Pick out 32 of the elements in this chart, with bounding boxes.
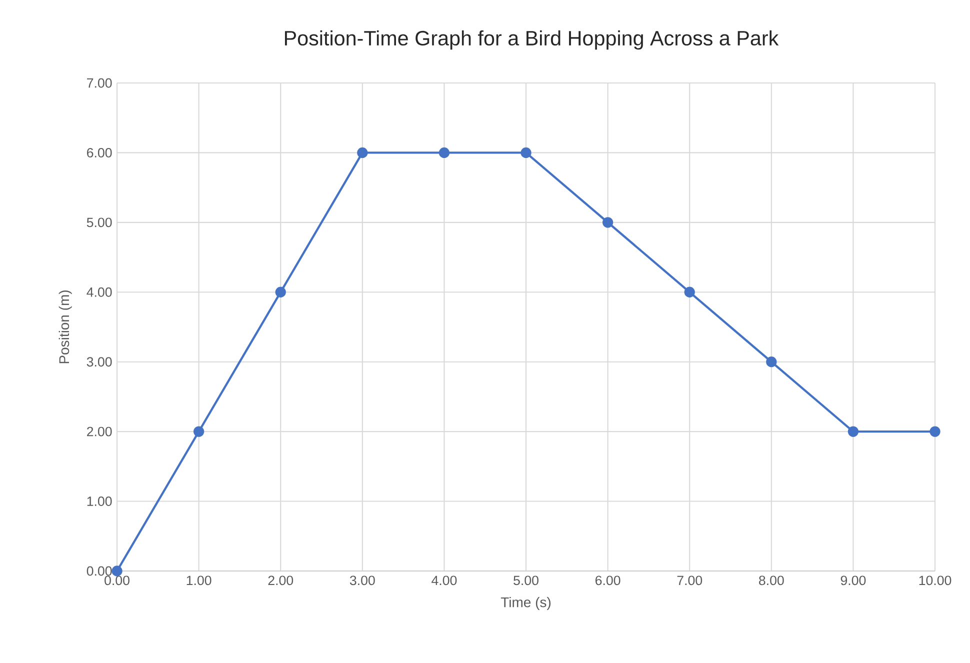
x-axis-title: Time (s)	[500, 596, 551, 610]
point	[275, 286, 286, 298]
point	[602, 217, 614, 228]
point	[357, 147, 368, 158]
point	[520, 147, 532, 158]
chart-title: Position-Time Graph for a Bird Hopping Across a Park	[284, 30, 779, 50]
y-tick-label: 0.00	[86, 566, 112, 576]
point	[684, 286, 695, 298]
x-tick-label: 2.00	[268, 576, 294, 586]
x-tick-label: 6.00	[596, 576, 620, 586]
x-tick-label: 4.00	[432, 576, 457, 586]
y-tick-label: 2.00	[87, 426, 112, 436]
y-axis-title: Position (m)	[58, 290, 72, 364]
x-tick-label: 0.00	[104, 576, 130, 586]
x-tick-label: 3.00	[350, 576, 375, 586]
x-tick-label: 10.00	[919, 576, 952, 586]
point	[193, 426, 204, 437]
x-tick-label: 5.00	[514, 576, 538, 586]
point	[766, 356, 777, 368]
point	[438, 147, 450, 158]
y-tick-label: 4.00	[86, 287, 112, 297]
x-tick-label: 1.00	[186, 576, 212, 586]
y-tick-label: 6.00	[87, 148, 112, 158]
y-tick-label: 3.00	[86, 357, 112, 367]
point	[848, 426, 859, 437]
x-tick-label: 9.00	[840, 576, 866, 586]
y-tick-label: 1.00	[87, 496, 112, 506]
x-tick-label: 8.00	[759, 576, 784, 586]
y-tick-label: 7.00	[87, 78, 112, 88]
point	[930, 426, 940, 437]
x-tick-label: 7.00	[677, 576, 702, 586]
y-tick-label: 5.00	[86, 218, 112, 228]
